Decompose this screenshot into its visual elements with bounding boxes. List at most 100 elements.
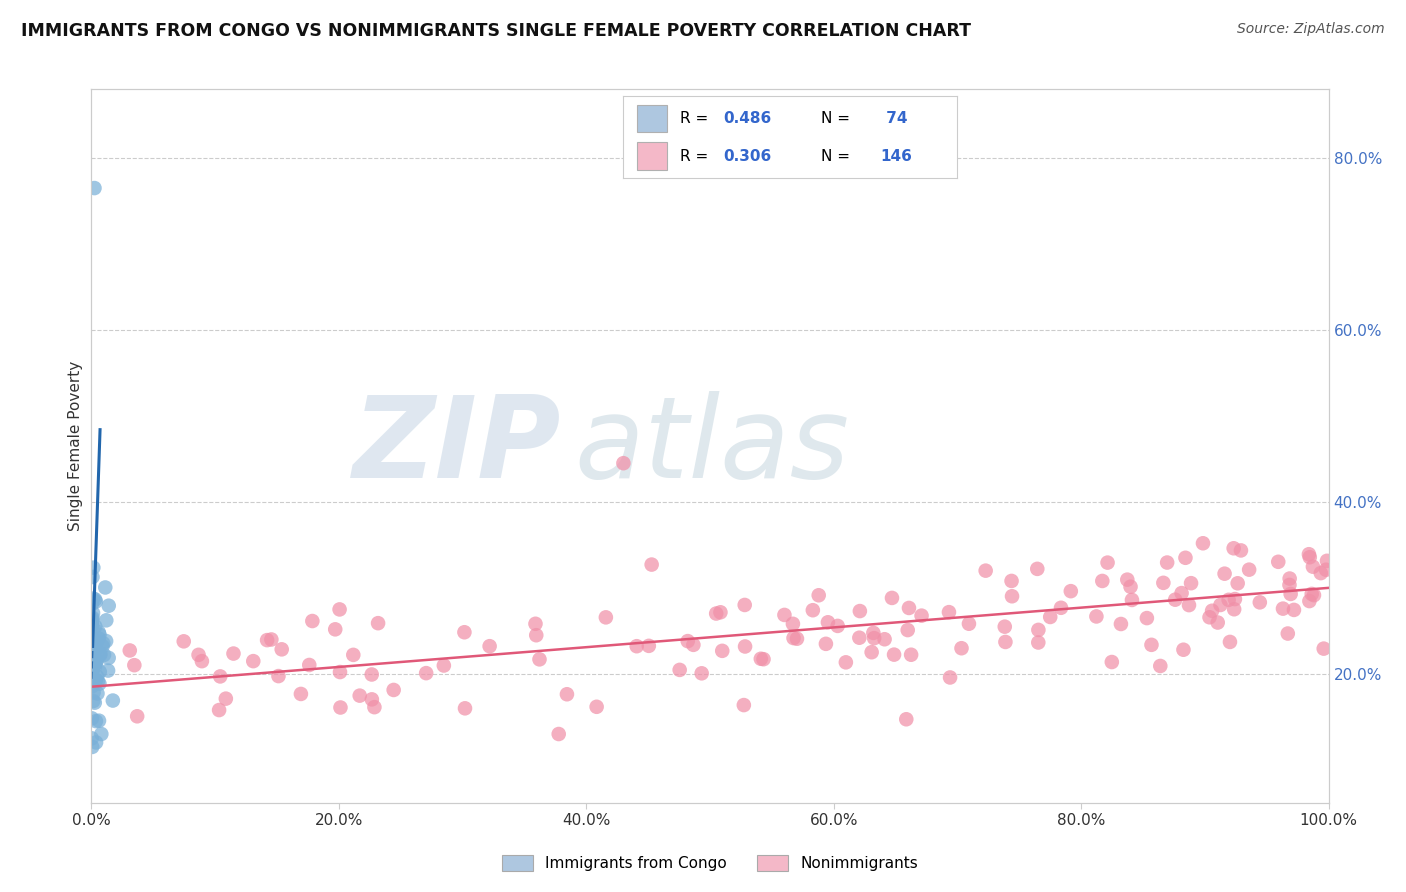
Point [91, 636, 114, 650]
Text: N =: N = [821, 149, 855, 164]
Point [1249, 595, 1271, 609]
Point [690, 666, 713, 681]
Point [938, 605, 960, 619]
Point [329, 700, 352, 714]
Point [82, 694, 104, 708]
Point [82, 635, 104, 649]
Point [367, 616, 389, 631]
Point [1164, 592, 1187, 607]
FancyBboxPatch shape [637, 143, 666, 170]
Point [900, 648, 922, 662]
Point [298, 657, 321, 672]
Point [939, 670, 962, 684]
Point [82, 667, 104, 681]
Point [127, 709, 149, 723]
Point [187, 648, 209, 662]
Point [994, 620, 1017, 634]
Point [80, 617, 103, 632]
Point [329, 665, 352, 679]
Point [1180, 576, 1202, 591]
Point [82, 653, 104, 667]
Point [82, 634, 104, 648]
Point [782, 616, 804, 631]
Point [84, 673, 107, 687]
Point [1097, 556, 1119, 570]
Point [80, 680, 103, 694]
Point [82, 618, 104, 632]
Point [883, 648, 905, 662]
Text: ZIP: ZIP [353, 391, 561, 501]
Point [1149, 659, 1171, 673]
Point [208, 703, 231, 717]
Point [585, 699, 607, 714]
Point [1209, 598, 1232, 612]
Point [342, 648, 364, 662]
Point [89, 665, 111, 679]
Text: 0.306: 0.306 [724, 149, 772, 164]
Point [801, 603, 824, 617]
Text: IMMIGRANTS FROM CONGO VS NONIMMIGRANTS SINGLE FEMALE POVERTY CORRELATION CHART: IMMIGRANTS FROM CONGO VS NONIMMIGRANTS S… [21, 22, 972, 40]
Point [80, 635, 103, 649]
Point [82, 663, 104, 677]
Point [626, 639, 648, 653]
Point [89, 648, 111, 662]
Point [1109, 617, 1132, 632]
Point [191, 654, 214, 668]
Point [215, 691, 238, 706]
Point [734, 640, 756, 654]
Point [1282, 603, 1305, 617]
Point [1170, 586, 1192, 600]
Point [453, 625, 475, 640]
Point [1136, 611, 1159, 625]
Point [1173, 642, 1195, 657]
Point [957, 616, 980, 631]
Point [82, 739, 104, 754]
Point [323, 623, 346, 637]
Point [1223, 602, 1246, 616]
Text: N =: N = [821, 111, 855, 126]
Point [848, 631, 870, 645]
Point [817, 615, 839, 630]
Point [84, 656, 107, 670]
Point [1316, 554, 1339, 568]
Point [1303, 588, 1326, 602]
Point [1198, 610, 1220, 624]
Point [222, 647, 245, 661]
Point [80, 711, 103, 725]
Point [301, 614, 323, 628]
Point [90, 727, 112, 741]
Point [896, 712, 918, 726]
Point [83, 685, 105, 699]
Point [1299, 550, 1322, 565]
Point [329, 602, 352, 616]
Point [267, 669, 290, 683]
Point [1101, 655, 1123, 669]
Point [782, 631, 804, 645]
Point [349, 689, 371, 703]
Point [1050, 600, 1073, 615]
Legend: Immigrants from Congo, Nonimmigrants: Immigrants from Congo, Nonimmigrants [496, 849, 924, 877]
Point [84, 636, 107, 650]
Point [433, 658, 456, 673]
Text: R =: R = [681, 111, 713, 126]
Point [835, 656, 858, 670]
Point [733, 698, 755, 712]
Point [1237, 563, 1260, 577]
Point [682, 638, 704, 652]
Point [82, 642, 104, 657]
Point [1226, 576, 1249, 591]
Point [897, 623, 920, 637]
Point [80, 663, 103, 677]
Point [82, 673, 104, 687]
Point [910, 608, 932, 623]
Point [612, 456, 634, 470]
Point [173, 634, 195, 648]
Point [1060, 584, 1083, 599]
Point [242, 654, 264, 668]
Point [87, 625, 110, 640]
Point [84, 657, 107, 672]
Point [807, 588, 830, 602]
Point [668, 663, 690, 677]
Text: R =: R = [681, 149, 713, 164]
Point [260, 632, 283, 647]
